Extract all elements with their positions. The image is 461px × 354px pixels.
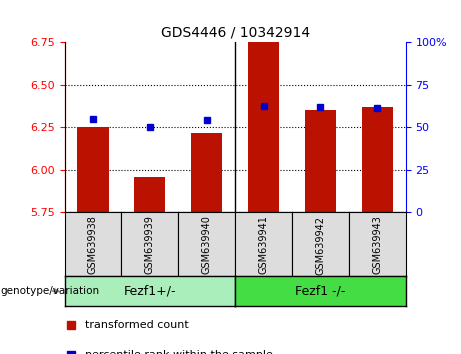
Bar <box>191 132 222 212</box>
Bar <box>77 127 109 212</box>
Text: transformed count: transformed count <box>85 320 189 330</box>
Text: GSM639942: GSM639942 <box>315 216 325 275</box>
Bar <box>134 177 165 212</box>
Bar <box>361 107 393 212</box>
Text: GSM639938: GSM639938 <box>88 216 98 274</box>
Bar <box>248 42 279 212</box>
Text: GSM639940: GSM639940 <box>201 216 212 274</box>
Text: Fezf1+/-: Fezf1+/- <box>124 285 176 298</box>
Text: percentile rank within the sample: percentile rank within the sample <box>85 350 273 354</box>
Text: GSM639941: GSM639941 <box>259 216 269 274</box>
Text: Fezf1 -/-: Fezf1 -/- <box>295 285 346 298</box>
Text: GSM639943: GSM639943 <box>372 216 382 274</box>
Bar <box>305 110 336 212</box>
Text: genotype/variation: genotype/variation <box>0 286 99 296</box>
Text: GSM639939: GSM639939 <box>145 216 155 274</box>
Title: GDS4446 / 10342914: GDS4446 / 10342914 <box>160 26 310 40</box>
